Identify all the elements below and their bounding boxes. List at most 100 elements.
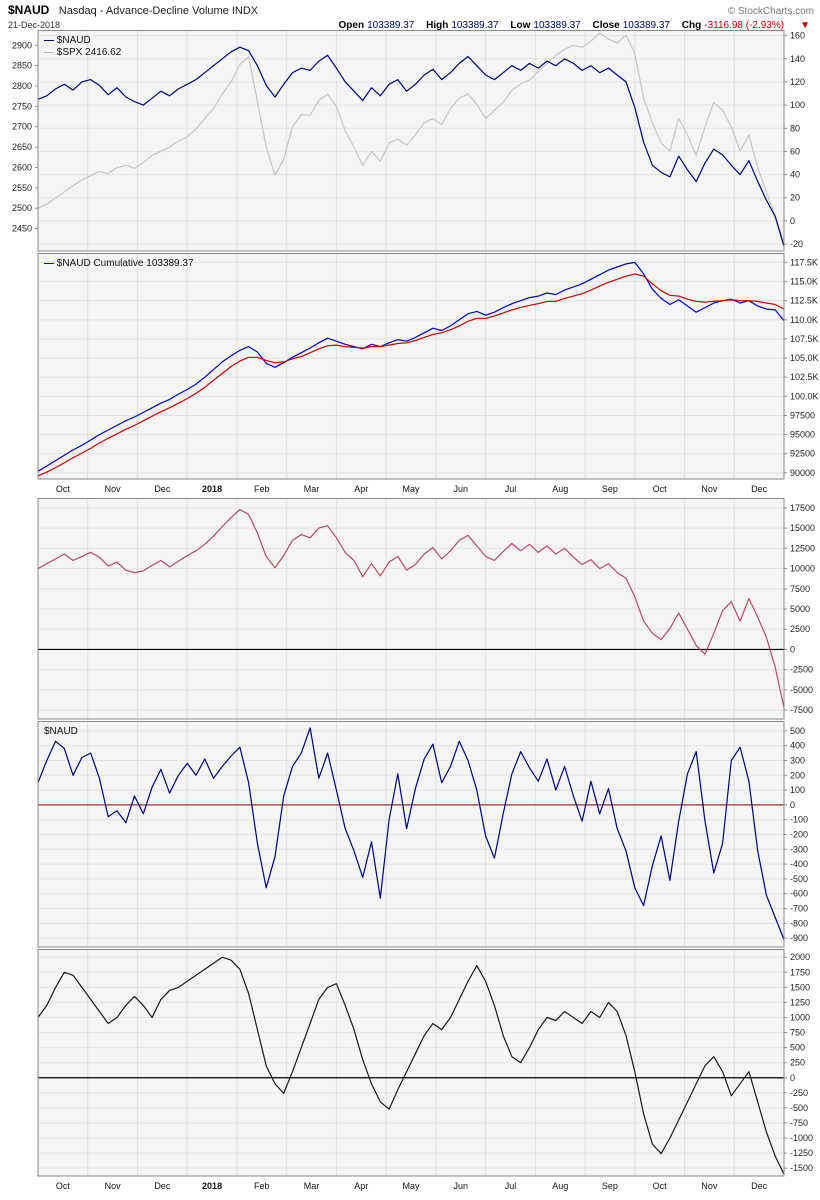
chart-header: $NAUD Nasdaq - Advance-Decline Volume IN… (0, 0, 820, 32)
x-axis-label: Feb (254, 1181, 270, 1191)
panel-net-volume: 17500 15000 12500 10000 7500 5000 2500 0 -2500 -5… (37, 498, 815, 720)
y-axis-label-right: -2500 (790, 665, 813, 675)
x-axis-label: Jun (453, 1181, 468, 1191)
close-value: 103389.37 (622, 20, 670, 31)
y-axis-label-left: 2900 (12, 40, 32, 50)
quote-row: 21-Dec-2018 Open 103389.37 High 103389.37 … (8, 19, 814, 32)
y-axis-label-left: 2700 (12, 122, 32, 132)
y-axis-label-right: 1500 (790, 982, 810, 992)
y-axis-label-left: 2500 (12, 203, 32, 213)
y-axis-label-right: 200 (790, 770, 805, 780)
y-axis-label-right: -200 (790, 830, 808, 840)
panel-cumulative: 117.5K 115.0K 112.5K 110.0K 107.5K 105.0K 102.… (37, 253, 819, 480)
x-axis-label: Dec (154, 484, 171, 494)
x-axis-label: Nov (701, 484, 718, 494)
panel-oscillator: 500 400 300 200 100 0 -100 -200 -300 -400 -500 -600… (37, 721, 808, 948)
series-line (37, 273, 785, 477)
y-axis-label-right: 160 (790, 31, 805, 41)
legend-entry: — $NAUD (44, 35, 91, 46)
y-axis-label-right: 0 (790, 644, 795, 654)
x-axis-label: Nov (105, 1181, 122, 1191)
y-axis-label-right: 15000 (790, 523, 815, 533)
chg-label: Chg (681, 20, 702, 31)
y-axis-label-right: 1000 (790, 1012, 810, 1022)
y-axis-label-right: 2000 (790, 952, 810, 962)
x-axis-label: Dec (751, 1181, 768, 1191)
open-value: 103389.37 (367, 20, 415, 31)
y-axis-label-right: -100 (790, 815, 808, 825)
x-axis-label: Dec (154, 1181, 171, 1191)
x-axis-label: Jun (453, 484, 468, 494)
y-axis-label-right: -500 (790, 874, 808, 884)
panel-overlay: 160 140 120 100 80 60 40 20 0 -20 2900 2850 2800 2750… (12, 30, 805, 252)
x-axis-label: Apr (354, 1181, 368, 1191)
y-axis-label-right: 115.0K (790, 277, 818, 287)
low-value: 103389.37 (533, 20, 581, 31)
y-axis-label-left: 2550 (12, 183, 32, 193)
plot-background (38, 253, 784, 479)
close-label: Close (592, 20, 620, 31)
x-axis-label: Aug (552, 1181, 568, 1191)
series-line (37, 508, 785, 708)
y-axis-label-right: 2500 (790, 624, 810, 634)
y-axis-label-right: 12500 (790, 543, 815, 553)
y-axis-label-right: 0 (790, 800, 795, 810)
x-axis-bottom: Oct Nov Dec 2018 Feb Mar Apr May Jun Jul Aug Sep Oct… (56, 1181, 768, 1191)
y-axis-label-right: -1250 (790, 1148, 813, 1158)
series-line (37, 261, 785, 472)
x-axis-label: Sep (602, 484, 618, 494)
y-axis-label-right: 1250 (790, 997, 810, 1007)
y-axis-label-right: 400 (790, 741, 805, 751)
y-axis-label-right: -7500 (790, 705, 813, 715)
y-axis-label-right: 250 (790, 1058, 805, 1068)
y-axis-label-left: 2800 (12, 81, 32, 91)
y-axis-label-right: -250 (790, 1088, 808, 1098)
y-axis-label-right: 90000 (790, 468, 815, 478)
y-axis-label-right: 300 (790, 755, 805, 765)
y-axis-label-right: 105.0K (790, 353, 819, 363)
high-value: 103389.37 (451, 20, 499, 31)
legend-entry: $NAUD (44, 726, 78, 737)
series-line (37, 46, 785, 247)
stockcharts-credit-link[interactable]: © StockCharts.com (727, 6, 814, 17)
plot-border (37, 253, 785, 480)
y-axis-label-right: 1750 (790, 967, 810, 977)
y-axis-label-left: 2750 (12, 101, 32, 111)
y-axis-label-right: -20 (790, 239, 803, 249)
y-axis-label-right: -600 (790, 889, 808, 899)
symbol: $NAUD (8, 3, 50, 17)
y-axis-label-right: 750 (790, 1028, 805, 1038)
y-axis-label-right: -500 (790, 1103, 808, 1113)
y-axis-label-right: -300 (790, 844, 808, 854)
y-axis-label-right: -400 (790, 859, 808, 869)
series-line (37, 32, 785, 243)
y-axis-label-right: -700 (790, 904, 808, 914)
y-axis-label-right: -900 (790, 933, 808, 943)
panel-smoothed-oscillator: 2000 1750 1500 1250 1000 750 500 250 0 -250 -500 -7… (37, 949, 813, 1177)
x-axis-label: 2018 (202, 1181, 222, 1191)
y-axis-label-right: -1500 (790, 1163, 813, 1173)
y-axis-label-right: 100 (790, 100, 805, 110)
series-line (37, 727, 785, 940)
y-axis-label-right: 117.5K (790, 257, 818, 267)
x-axis-label: Oct (56, 1181, 71, 1191)
y-axis-label-right: 112.5K (790, 296, 818, 306)
x-axis-label: 2018 (202, 484, 222, 494)
y-axis-label-right: 107.5K (790, 334, 819, 344)
x-axis-label: Nov (701, 1181, 718, 1191)
x-axis-label: Dec (751, 484, 768, 494)
chart-date: 21-Dec-2018 (8, 20, 61, 30)
x-axis-label: Oct (653, 484, 668, 494)
quote-line: Open 103389.37 High 103389.37 Low 103389.37… (330, 20, 785, 32)
plot-border (37, 30, 785, 252)
x-axis-label: Apr (354, 484, 368, 494)
y-axis-label-right: 60 (790, 146, 800, 156)
y-axis-label-right: 110.0K (790, 315, 818, 325)
x-axis-label: Aug (552, 484, 568, 494)
x-axis-label: Oct (653, 1181, 668, 1191)
y-axis-label-right: 80 (790, 123, 800, 133)
y-axis-label-right: -1000 (790, 1133, 813, 1143)
y-axis-label-left: 2850 (12, 61, 32, 71)
symbol-description: Nasdaq - Advance-Decline Volume INDX (58, 5, 259, 17)
